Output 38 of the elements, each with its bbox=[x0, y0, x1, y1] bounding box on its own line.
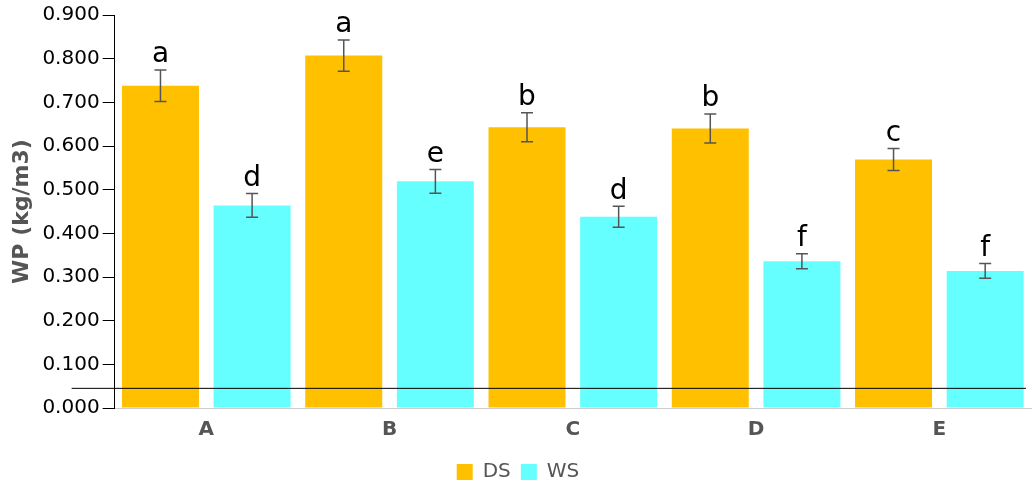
data-label: b bbox=[701, 80, 720, 114]
bar bbox=[305, 55, 383, 408]
y-tick-label: 0.600 bbox=[42, 132, 100, 157]
y-tick-label: 0.800 bbox=[42, 44, 100, 69]
data-label: a bbox=[151, 36, 170, 70]
bar bbox=[946, 270, 1024, 408]
y-tick-label: 0.000 bbox=[42, 394, 100, 419]
x-tick-label: E bbox=[932, 416, 947, 441]
bar bbox=[488, 127, 566, 408]
y-tick-label: 0.200 bbox=[42, 306, 100, 331]
bar bbox=[213, 205, 291, 408]
legend-label: WS bbox=[546, 458, 580, 483]
bar bbox=[396, 181, 474, 408]
y-tick-label: 0.300 bbox=[42, 263, 100, 288]
bar bbox=[121, 85, 199, 408]
x-tick-label: D bbox=[747, 416, 765, 441]
y-tick-label: 0.900 bbox=[42, 1, 100, 26]
data-label: e bbox=[426, 135, 444, 169]
data-label: b bbox=[518, 79, 536, 113]
y-tick-label: 0.100 bbox=[42, 350, 100, 375]
legend-label: DS bbox=[482, 458, 511, 483]
y-tick-label: 0.400 bbox=[42, 219, 100, 244]
data-label: c bbox=[885, 114, 902, 148]
bar bbox=[763, 261, 841, 408]
bar bbox=[671, 128, 749, 408]
data-label: d bbox=[243, 159, 261, 193]
bar bbox=[855, 159, 933, 408]
y-tick-label: 0.500 bbox=[42, 175, 100, 200]
y-tick-label: 0.700 bbox=[42, 88, 100, 113]
data-label: f bbox=[796, 220, 808, 254]
data-label: a bbox=[335, 6, 353, 40]
bar bbox=[580, 216, 658, 408]
x-tick-label: B bbox=[381, 416, 398, 441]
x-tick-label: A bbox=[198, 416, 215, 441]
x-tick-label: C bbox=[565, 416, 581, 441]
data-label: d bbox=[609, 172, 628, 206]
y-axis-title: WP (kg/m3) bbox=[7, 139, 33, 284]
data-label: f bbox=[980, 229, 992, 263]
